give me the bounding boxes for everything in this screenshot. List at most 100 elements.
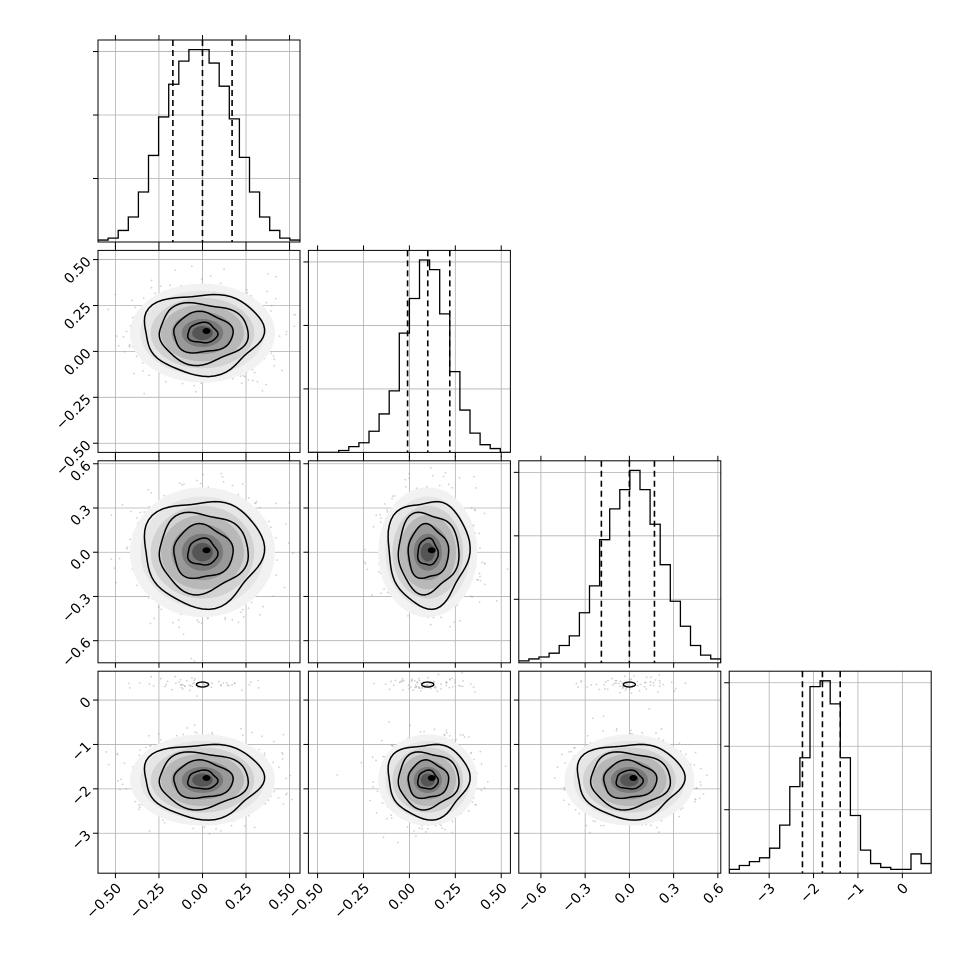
sample-point <box>243 616 245 618</box>
sample-point <box>259 507 261 509</box>
sample-point <box>193 660 195 662</box>
sample-point <box>201 278 203 280</box>
sample-point <box>384 503 386 505</box>
histogram-panel <box>303 245 510 457</box>
sample-point <box>471 596 473 598</box>
sample-point <box>220 473 222 475</box>
histogram-step <box>98 50 300 242</box>
density-peak <box>428 547 436 553</box>
sample-point <box>171 689 173 691</box>
sample-point <box>479 576 481 578</box>
sample-point <box>191 677 193 679</box>
sample-point <box>430 624 432 626</box>
sample-point <box>448 484 450 486</box>
sample-point <box>285 334 287 336</box>
sample-point <box>176 735 178 737</box>
histogram-step <box>729 681 931 873</box>
sample-point <box>375 514 377 516</box>
y-tick-label: −0.25 <box>53 392 95 434</box>
sample-point <box>246 289 248 291</box>
sample-point <box>222 476 224 478</box>
sample-point <box>391 498 393 500</box>
sample-point <box>118 345 120 347</box>
sample-point <box>163 495 165 497</box>
sample-point <box>231 619 233 621</box>
sample-point <box>387 511 389 513</box>
sample-point <box>484 513 486 515</box>
sample-point <box>459 620 461 622</box>
sample-point <box>408 473 410 475</box>
sample-point <box>254 502 256 504</box>
sample-point <box>246 292 248 294</box>
sample-point <box>443 476 445 478</box>
sample-point <box>265 384 267 386</box>
sample-point <box>191 265 193 267</box>
sample-point <box>407 615 409 617</box>
sample-point <box>285 777 287 779</box>
sample-point <box>150 492 152 494</box>
sample-point <box>165 381 167 383</box>
sample-point <box>115 582 117 584</box>
sample-point <box>477 579 479 581</box>
sample-point <box>183 633 185 635</box>
sample-point <box>129 346 131 348</box>
sample-point <box>151 287 153 289</box>
sample-point <box>282 758 284 760</box>
sample-point <box>122 504 124 506</box>
sample-point <box>273 358 275 360</box>
sample-point <box>174 676 176 678</box>
sample-point <box>242 375 244 377</box>
sample-point <box>149 623 151 625</box>
sample-point <box>254 372 256 374</box>
sample-point <box>449 626 451 628</box>
sample-point <box>210 275 212 277</box>
sample-point <box>248 497 250 499</box>
sample-point <box>179 482 181 484</box>
sample-point <box>240 611 242 613</box>
sample-point <box>275 537 277 539</box>
sample-point <box>192 828 194 830</box>
sample-point <box>289 775 291 777</box>
sample-point <box>158 606 160 608</box>
sample-point <box>136 517 138 519</box>
sample-point <box>114 567 116 569</box>
sample-point <box>129 344 131 346</box>
sample-point <box>139 806 141 808</box>
sample-point <box>160 678 162 680</box>
sample-point <box>241 382 243 384</box>
sample-point <box>408 478 410 480</box>
sample-point <box>207 617 209 619</box>
sample-point <box>404 479 406 481</box>
sample-point <box>378 571 380 573</box>
sample-point <box>201 622 203 624</box>
sample-point <box>160 608 162 610</box>
scatter-panel: −0.50−0.250.000.250.50 <box>53 245 302 479</box>
sample-point <box>193 385 195 387</box>
sample-point <box>282 803 284 805</box>
sample-point <box>273 365 275 367</box>
sample-point <box>196 480 198 482</box>
sample-point <box>365 563 367 565</box>
sample-point <box>479 547 481 549</box>
density-level <box>192 543 213 562</box>
sample-point <box>153 617 155 619</box>
histogram-panel <box>93 35 300 247</box>
sample-point <box>142 370 144 372</box>
y-tick-label: 0.25 <box>61 300 94 333</box>
sample-point <box>475 487 477 489</box>
sample-point <box>198 621 200 623</box>
sample-point <box>453 621 455 623</box>
sample-point <box>148 506 150 508</box>
sample-point <box>392 495 394 497</box>
sample-point <box>124 351 126 353</box>
sample-point <box>128 682 130 684</box>
scatter-panel: −0.6−0.30.00.30.6 <box>59 451 303 670</box>
sample-point <box>474 509 476 511</box>
sample-point <box>276 559 278 561</box>
sample-point <box>111 514 113 516</box>
sample-point <box>182 684 184 686</box>
sample-point <box>222 682 224 684</box>
sample-point <box>195 391 197 393</box>
sample-point <box>130 511 132 513</box>
